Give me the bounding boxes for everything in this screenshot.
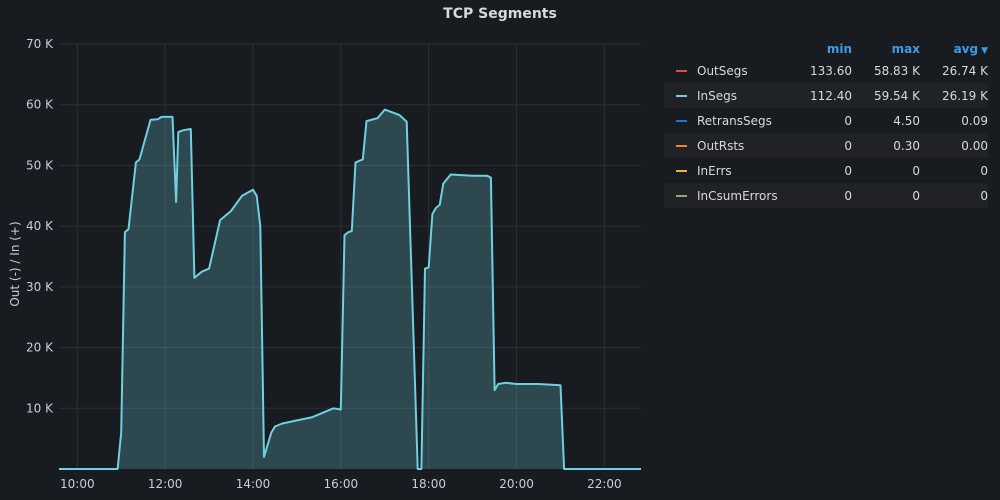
legend-min-value: 0 xyxy=(844,138,852,153)
legend-swatch xyxy=(676,194,687,197)
legend-swatch xyxy=(676,69,687,72)
legend-max-value: 4.50 xyxy=(893,113,920,128)
legend-series-name: OutRsts xyxy=(697,138,745,153)
legend-min-value: 0 xyxy=(844,113,852,128)
legend-avg-value: 0 xyxy=(980,163,988,178)
legend-series-name: InCsumErrors xyxy=(697,188,778,203)
min-header[interactable]: min xyxy=(826,42,852,56)
legend-row-inerrs[interactable]: InErrs 0 0 0 xyxy=(664,158,988,183)
legend-row-retranssegs[interactable]: RetransSegs 0 4.50 0.09 xyxy=(664,108,988,133)
legend: min max avg ▼ OutSegs 133.60 58.83 K 26.74 K… xyxy=(664,42,988,208)
max-header[interactable]: max xyxy=(891,42,920,56)
legend-avg-value: 26.74 K xyxy=(941,63,988,78)
legend-header: min max avg ▼ xyxy=(664,42,988,58)
y-tick-label: 50 K xyxy=(26,158,54,172)
y-tick-label: 40 K xyxy=(26,219,54,233)
legend-avg-value: 0.09 xyxy=(961,113,988,128)
y-tick-label: 10 K xyxy=(26,401,54,415)
legend-swatch xyxy=(676,119,687,122)
avg-header[interactable]: avg ▼ xyxy=(920,42,988,58)
legend-max-value: 0 xyxy=(912,163,920,178)
legend-row-outrsts[interactable]: OutRsts 0 0.30 0.00 xyxy=(664,133,988,158)
chart-title: TCP Segments xyxy=(443,6,557,22)
y-tick-label: 70 K xyxy=(26,37,54,51)
legend-max-value: 58.83 K xyxy=(873,63,920,78)
legend-swatch xyxy=(676,169,687,172)
y-tick-label: 60 K xyxy=(26,98,54,112)
legend-min-value: 0 xyxy=(844,163,852,178)
y-tick-label: 30 K xyxy=(26,280,54,294)
legend-series-name: RetransSegs xyxy=(697,113,772,128)
legend-min-value: 133.60 xyxy=(810,63,852,78)
legend-min-value: 112.40 xyxy=(810,88,852,103)
legend-avg-value: 0 xyxy=(980,188,988,203)
series-layer xyxy=(59,108,641,470)
x-tick-label: 16:00 xyxy=(324,477,359,491)
legend-row-outsegs[interactable]: OutSegs 133.60 58.83 K 26.74 K xyxy=(664,58,988,83)
plot-area[interactable]: 10 K 20 K 30 K 40 K 50 K 60 K 70 K 10:00 12:00 14… xyxy=(0,0,660,500)
legend-series-name: InErrs xyxy=(697,163,732,178)
axis-ticks: 10 K 20 K 30 K 40 K 50 K 60 K 70 K 10:00 12:00 14… xyxy=(26,37,622,491)
legend-swatch xyxy=(676,94,687,97)
x-tick-label: 20:00 xyxy=(499,477,534,491)
legend-series-name: OutSegs xyxy=(697,63,748,78)
legend-avg-value: 0.00 xyxy=(961,138,988,153)
series-area-insegs xyxy=(59,109,641,469)
legend-avg-value: 26.19 K xyxy=(941,88,988,103)
legend-max-value: 0 xyxy=(912,188,920,203)
legend-row-insegs[interactable]: InSegs 112.40 59.54 K 26.19 K xyxy=(664,83,988,108)
x-tick-label: 22:00 xyxy=(587,477,622,491)
x-tick-label: 14:00 xyxy=(236,477,271,491)
y-axis-label: Out (-) / In (+) xyxy=(8,221,22,306)
legend-max-value: 0.30 xyxy=(893,138,920,153)
legend-swatch xyxy=(676,144,687,147)
y-tick-label: 20 K xyxy=(26,341,54,355)
legend-min-value: 0 xyxy=(844,188,852,203)
x-tick-label: 10:00 xyxy=(60,477,95,491)
series-line-insegs[interactable] xyxy=(59,108,641,470)
legend-row-incsumerrors[interactable]: InCsumErrors 0 0 0 xyxy=(664,183,988,208)
x-tick-label: 12:00 xyxy=(148,477,183,491)
legend-series-name: InSegs xyxy=(697,88,738,103)
legend-max-value: 59.54 K xyxy=(873,88,920,103)
chevron-down-icon: ▼ xyxy=(981,46,988,56)
avg-header-label: avg xyxy=(953,42,979,56)
x-tick-label: 18:00 xyxy=(411,477,446,491)
